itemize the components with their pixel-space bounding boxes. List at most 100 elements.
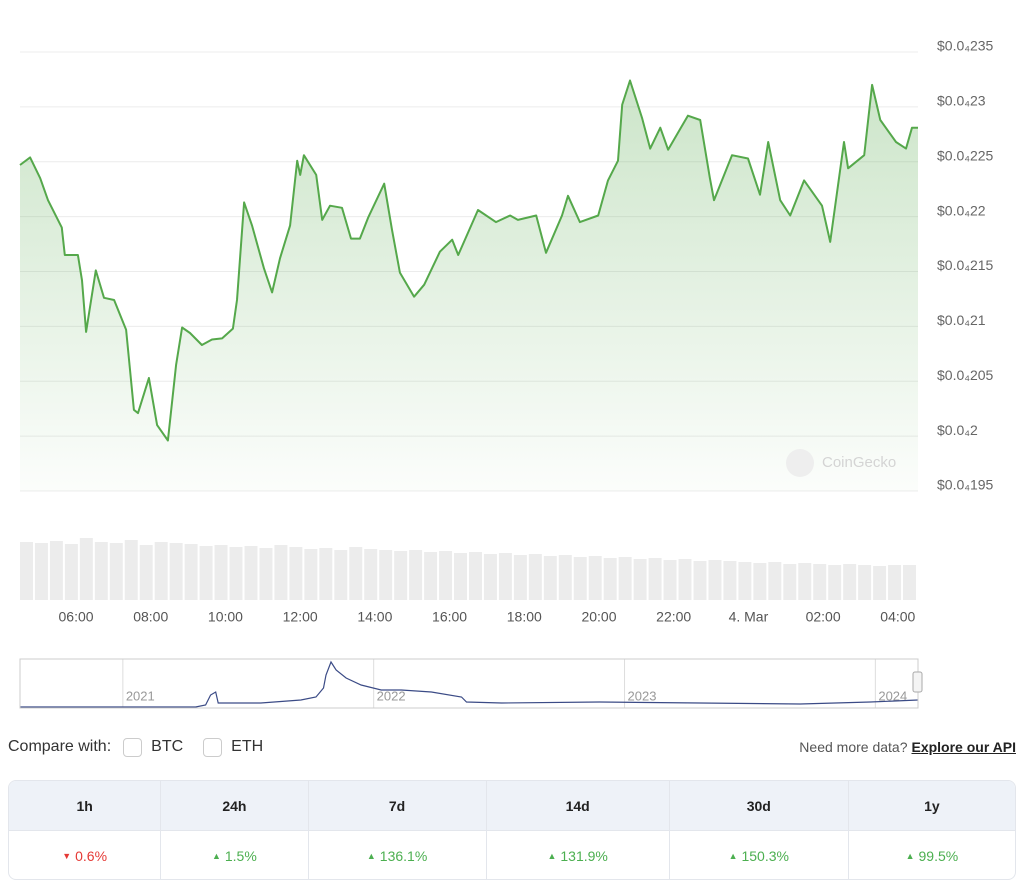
volume-bar (364, 549, 378, 600)
api-prompt: Need more data? (799, 739, 908, 755)
x-tick-label: 08:00 (133, 609, 168, 625)
x-tick-label: 16:00 (432, 609, 467, 625)
volume-bar (768, 562, 782, 600)
volume-bar (94, 542, 108, 600)
volume-bar (873, 566, 887, 600)
navigator-label: 2021 (126, 688, 155, 703)
navigator-label: 2022 (377, 688, 406, 703)
volume-bar (783, 564, 797, 600)
volume-bar (394, 551, 408, 600)
header-cell: 24h (161, 781, 309, 830)
volume-bar (693, 561, 707, 600)
x-tick-label: 18:00 (507, 609, 542, 625)
volume-bar (498, 553, 512, 600)
volume-bar (738, 562, 752, 600)
change-cell: ▲ 131.9% (487, 831, 670, 879)
x-tick-label: 4. Mar (729, 609, 769, 625)
change-cell: ▲ 150.3% (670, 831, 849, 879)
volume-bar (528, 554, 542, 600)
direction-icon: ▲ (728, 850, 738, 861)
navigator-label: 2023 (628, 688, 657, 703)
volume-bar (558, 555, 572, 600)
volume-bar (813, 564, 827, 600)
change-value: 136.1% (379, 847, 428, 864)
compare-row: Compare with: BTC ETH Need more data? Exp… (8, 735, 1016, 759)
volume-bar (648, 558, 662, 600)
volume-bar (454, 553, 467, 600)
volume-bar (49, 541, 63, 600)
volume-bar (843, 564, 857, 600)
volume-bar (483, 554, 497, 600)
change-value: 99.5% (918, 847, 959, 864)
x-tick-label: 12:00 (283, 609, 318, 625)
y-tick-label: $0.0₄22 (937, 202, 986, 218)
volume-bar (858, 565, 872, 600)
volume-bar (289, 547, 303, 600)
volume-bar (439, 551, 453, 600)
volume-bar (753, 563, 767, 600)
volume-bar (469, 552, 482, 600)
volume-bar (229, 547, 243, 600)
x-tick-label: 20:00 (581, 609, 616, 625)
x-tick-label: 04:00 (880, 609, 915, 625)
volume-bar (424, 552, 438, 600)
performance-table: 1h 24h 7d 14d 30d 1y ▼ 0.6% ▲ 1.5% ▲ 136.1% ▲ 131.9%… (8, 780, 1016, 880)
volume-bar (169, 543, 183, 600)
x-tick-label: 22:00 (656, 609, 691, 625)
api-link[interactable]: Explore our API (911, 739, 1016, 755)
direction-icon: ▲ (366, 850, 376, 861)
change-cell: ▲ 99.5% (849, 831, 1015, 879)
volume-bar (244, 546, 258, 600)
change-cell: ▲ 1.5% (161, 831, 309, 879)
option[interactable]: ETH (231, 738, 264, 755)
y-tick-label: $0.0₄2 (937, 422, 978, 438)
volume-bar (543, 556, 557, 600)
x-tick-label: 02:00 (806, 609, 841, 625)
y-tick-label: $0.0₄215 (937, 257, 994, 273)
volume-bar (663, 560, 677, 600)
volume-bar (184, 544, 198, 600)
volume-bar (139, 545, 153, 600)
api-note: Need more data? Explore our API (799, 739, 1016, 755)
checkbox[interactable] (203, 737, 223, 757)
volume-bar (304, 549, 318, 600)
volume-bar (633, 559, 647, 600)
y-tick-label: $0.0₄225 (937, 147, 994, 163)
header-cell: 7d (309, 781, 487, 830)
change-value: 131.9% (560, 847, 608, 864)
volume-bar (379, 550, 393, 600)
header-cell: 30d (670, 781, 849, 830)
volume-bar (828, 565, 842, 600)
volume-bar (588, 556, 602, 600)
option[interactable]: BTC (151, 738, 184, 755)
volume-bar (199, 546, 213, 600)
y-tick-label: $0.0₄21 (937, 312, 986, 328)
volume-bar (513, 555, 527, 600)
volume-bar (274, 545, 288, 600)
volume-bar (888, 565, 902, 600)
watermark-logo (786, 449, 814, 477)
volume-bar (409, 550, 423, 600)
compare-label: Compare with: (8, 738, 112, 755)
direction-icon: ▲ (211, 850, 221, 861)
x-tick-label: 10:00 (208, 609, 243, 625)
volume-bar (603, 558, 617, 600)
volume-bar (678, 559, 692, 600)
x-tick-label: 14:00 (357, 609, 392, 625)
price-line (19, 79, 918, 442)
change-value: 0.6% (75, 847, 108, 864)
header-cell: 1h (9, 781, 162, 830)
volume-bar (34, 543, 48, 600)
header-row: 1h 24h 7d 14d 30d 1y (9, 781, 1015, 831)
navigator-handle[interactable] (912, 671, 923, 693)
volume-bar (20, 542, 33, 600)
volume-bar (124, 540, 138, 600)
navigator-label: 2024 (878, 688, 907, 703)
x-tick-label: 06:00 (59, 609, 94, 625)
header-cell: 1y (924, 797, 940, 814)
volume-bar (903, 565, 916, 600)
volume-bar (214, 545, 228, 600)
volume-bar (618, 557, 632, 600)
change-value: 1.5% (224, 847, 257, 864)
checkbox[interactable] (123, 737, 143, 757)
